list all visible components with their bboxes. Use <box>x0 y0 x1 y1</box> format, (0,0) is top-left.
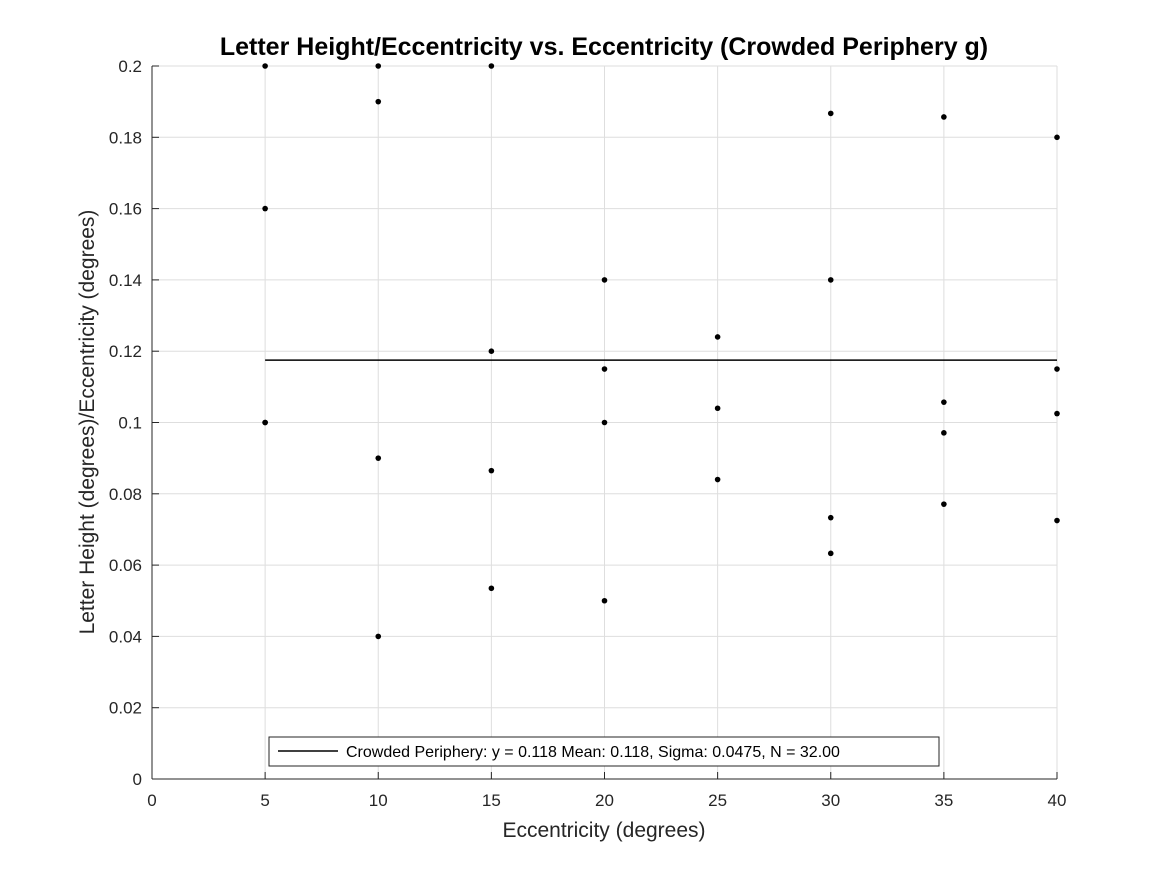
data-point <box>1054 410 1060 417</box>
data-points <box>262 63 1060 640</box>
data-point <box>714 476 721 483</box>
data-point <box>488 467 495 474</box>
y-axis-label: Letter Height (degrees)/Eccentricity (de… <box>76 210 99 635</box>
legend: Crowded Periphery: y = 0.118 Mean: 0.118… <box>268 736 940 767</box>
data-point <box>375 98 382 105</box>
data-point <box>941 430 947 436</box>
y-tick-label: 0 <box>133 770 142 789</box>
y-tick-label: 0.06 <box>109 556 142 575</box>
x-tick-label: 20 <box>595 791 614 810</box>
data-point <box>1054 134 1060 141</box>
data-point <box>1054 366 1060 372</box>
x-tick-label: 0 <box>147 791 156 810</box>
grid-lines <box>151 65 1058 780</box>
data-point <box>262 63 268 69</box>
y-tick-label: 0.04 <box>109 627 142 646</box>
data-point <box>601 419 608 426</box>
data-point <box>262 419 268 426</box>
data-point <box>601 597 608 604</box>
data-point <box>375 455 382 461</box>
x-tick-label: 10 <box>369 791 388 810</box>
y-tick-label: 0.02 <box>109 699 142 718</box>
y-tick-label: 0.2 <box>118 57 142 76</box>
y-tick-label: 0.16 <box>109 200 142 219</box>
data-point <box>601 366 608 372</box>
data-point <box>827 550 834 557</box>
data-point <box>827 514 834 521</box>
x-tick-label: 40 <box>1048 791 1067 810</box>
data-point <box>714 334 721 340</box>
y-tick-label: 0.08 <box>109 485 142 504</box>
y-tick-label: 0.18 <box>109 128 142 147</box>
legend-entry-label: Crowded Periphery: y = 0.118 Mean: 0.118… <box>346 744 840 761</box>
data-point <box>1054 517 1060 524</box>
data-point <box>941 399 947 405</box>
x-tick-label: 25 <box>708 791 727 810</box>
data-point <box>714 405 721 412</box>
data-point <box>488 585 495 592</box>
data-point <box>375 63 382 69</box>
x-tick-label: 35 <box>934 791 953 810</box>
legend-box <box>268 736 940 767</box>
data-point <box>827 110 834 117</box>
x-axis-label: Eccentricity (degrees) <box>502 819 705 842</box>
data-point <box>601 277 608 283</box>
x-axis-ticks: 0 5 10 15 20 25 30 35 40 <box>147 772 1066 810</box>
data-point <box>488 348 495 355</box>
data-point <box>262 205 268 212</box>
data-point <box>375 633 382 640</box>
data-point <box>941 114 947 120</box>
data-point <box>827 277 834 283</box>
y-tick-label: 0.1 <box>118 414 142 433</box>
data-point <box>488 63 495 69</box>
y-tick-label: 0.12 <box>109 342 142 361</box>
y-tick-label: 0.14 <box>109 271 142 290</box>
x-tick-label: 5 <box>260 791 269 810</box>
x-tick-label: 30 <box>821 791 840 810</box>
y-axis-ticks: 0 0.02 0.04 0.06 0.08 0.1 0.12 0.14 0.16 0.18 0.2 <box>109 57 159 789</box>
data-point <box>941 501 947 507</box>
x-tick-label: 15 <box>482 791 501 810</box>
chart-title: Letter Height/Eccentricity vs. Eccentric… <box>220 33 988 61</box>
